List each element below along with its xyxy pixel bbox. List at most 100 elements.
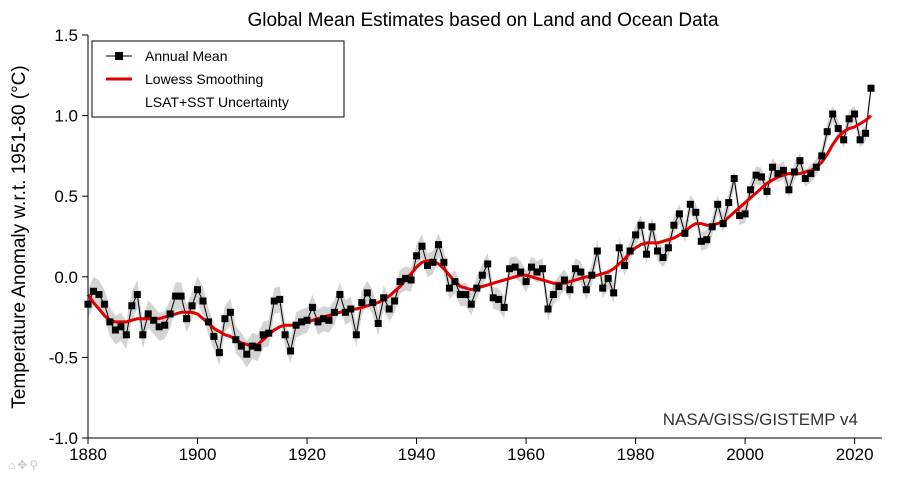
data-point [347,305,355,313]
data-point [396,278,404,286]
data-point [407,276,415,284]
data-point [801,175,809,182]
data-point [484,260,492,268]
data-point [747,186,755,194]
data-point [111,326,119,334]
data-point [440,258,448,266]
data-point [500,303,508,311]
x-tick-label: 1920 [288,445,326,464]
data-point [221,315,229,323]
data-point [779,166,787,174]
data-point [445,284,453,292]
data-point [599,284,607,292]
data-point [522,278,530,286]
data-point [166,310,174,318]
data-point [533,268,541,276]
data-point [309,303,316,311]
data-point [226,308,234,316]
data-point [254,344,262,352]
data-point [517,268,525,276]
data-point [276,295,284,303]
legend: Annual Mean Lowess Smoothing LSAT+SST Un… [91,40,345,118]
data-point [215,349,223,357]
data-point [413,252,421,260]
data-point [336,291,344,298]
data-point [593,247,601,255]
data-point [429,258,437,266]
data-point [604,274,612,282]
data-point [100,300,108,308]
data-point [856,136,864,144]
x-tick-label: 2020 [836,445,874,464]
data-point [692,208,700,216]
data-point [369,299,377,307]
y-tick-label: 1.0 [54,107,78,126]
data-point [150,316,158,324]
data-point [648,223,656,231]
legend-box [91,40,345,118]
data-point [654,247,661,255]
x-tick-label: 1980 [617,445,655,464]
data-point [796,157,804,165]
data-point [708,223,716,231]
data-point [681,229,689,237]
data-point [610,289,618,297]
data-point [823,128,831,136]
data-point [292,321,300,329]
x-tick-label: 1960 [507,445,545,464]
data-point [495,295,503,303]
data-point [161,321,169,329]
chart-toolbar: ⌂ ✥ ⚲ [8,458,38,472]
data-point [807,170,815,178]
data-point [725,199,733,207]
data-point [352,331,360,339]
legend-label-annual-mean: Annual Mean [145,48,228,64]
legend-label-lowess: Lowess Smoothing [145,71,263,87]
y-axis-label: Temperature Anomaly w.r.t. 1951-80 (°C) [9,65,30,408]
home-icon[interactable]: ⌂ [8,458,16,472]
data-point [194,286,201,294]
data-point [122,331,130,339]
data-point [314,318,322,326]
data-point [363,289,371,297]
data-point [380,294,388,302]
y-tick-label: 0.5 [54,187,78,206]
data-point [643,250,650,258]
data-point [210,332,218,340]
x-tick-label: 1940 [398,445,436,464]
data-point [867,84,875,92]
data-point [506,265,514,273]
data-point [155,323,163,331]
data-point [769,163,776,171]
data-point [144,310,152,318]
data-point [851,110,859,118]
data-point [544,305,552,313]
data-point [374,320,382,327]
data-point [281,331,289,339]
data-point [840,136,848,144]
x-tick-label: 2000 [726,445,764,464]
data-point [626,247,634,255]
data-point [670,221,678,229]
data-point [128,302,136,310]
data-point [703,236,711,244]
data-point [177,292,185,300]
data-point [320,315,327,323]
data-point [172,292,180,300]
data-point [303,316,311,324]
data-point [467,300,475,308]
data-point [790,168,798,176]
data-point [675,210,683,218]
pan-icon[interactable]: ✥ [17,458,28,472]
data-point [341,308,349,316]
data-point [621,262,629,269]
data-point [582,286,590,294]
data-point [133,291,141,298]
data-point [758,173,765,181]
data-point [139,331,147,339]
data-point [243,350,251,358]
zoom-icon[interactable]: ⚲ [29,458,39,472]
data-point [632,231,640,239]
data-point [615,244,623,252]
data-point [330,308,338,316]
